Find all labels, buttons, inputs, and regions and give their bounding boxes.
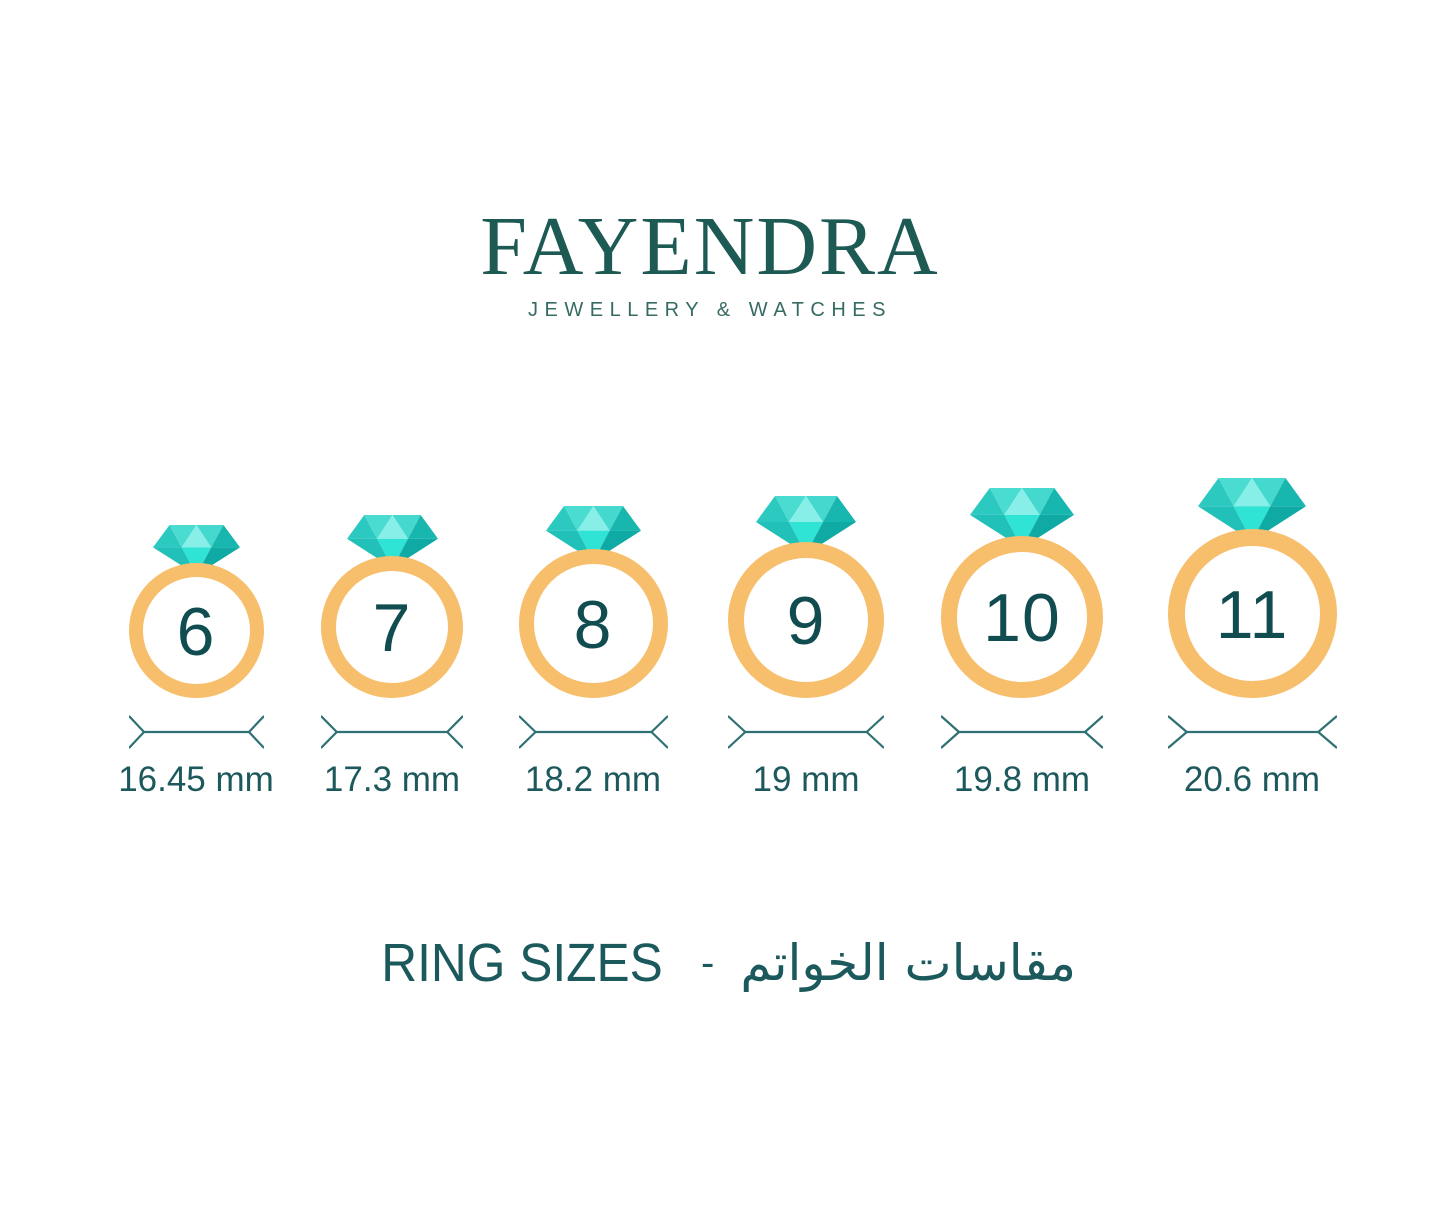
caption-separator: - [701, 940, 715, 985]
dimension-arrow [1168, 714, 1337, 750]
diameter-label: 18.2 mm [524, 760, 662, 799]
dimension-arrow [519, 714, 668, 750]
diamond-gem-icon [152, 525, 240, 575]
ring-size-number: 8 [573, 586, 613, 663]
diameter-label: 19 mm [752, 760, 860, 799]
ring-size-number: 6 [176, 593, 216, 670]
ring-band: 11 [1167, 529, 1337, 698]
chart-caption: RING SIZES - مقاسات الخواتم [0, 932, 1445, 994]
dimension-arrow [728, 714, 884, 750]
caption-english: RING SIZES [381, 933, 663, 993]
ring-size-8-group: 8 18.2 mm [518, 506, 668, 799]
ring-size-6-group: 6 16.45 mm [118, 525, 274, 799]
ring-size-7-group: 7 17.3 mm [321, 515, 463, 799]
ring-size-10-group: 10 19.8 mm [941, 488, 1103, 799]
ring-size-number: 10 [983, 580, 1061, 656]
diamond-gem-icon [1198, 478, 1306, 541]
ring-size-number: 11 [1215, 576, 1289, 653]
dimension-arrow [321, 714, 463, 750]
diameter-label: 20.6 mm [1183, 760, 1321, 799]
ring-band: 10 [941, 536, 1103, 698]
ring-size-number: 7 [372, 590, 412, 666]
dimension-arrow [129, 714, 264, 750]
ring-size-11-group: 11 20.6 mm [1167, 478, 1337, 799]
diameter-label: 19.8 mm [953, 760, 1091, 799]
ring-band: 7 [321, 556, 463, 698]
brand-name: FAYENDRA [480, 200, 940, 293]
ring-size-9-group: 9 19 mm [728, 496, 884, 799]
dimension-arrow [941, 714, 1103, 750]
diameter-label: 17.3 mm [323, 760, 461, 799]
brand-tagline: JEWELLERY & WATCHES [528, 299, 892, 321]
caption-arabic: مقاسات الخواتم [740, 934, 1077, 992]
brand-logo: FAYENDRA JEWELLERY & WATCHES [0, 205, 1420, 322]
ring-size-number: 9 [786, 583, 826, 659]
ring-band: 9 [728, 542, 884, 698]
ring-band: 8 [518, 549, 668, 698]
diameter-label: 16.45 mm [118, 760, 274, 799]
ring-band: 6 [128, 563, 264, 698]
